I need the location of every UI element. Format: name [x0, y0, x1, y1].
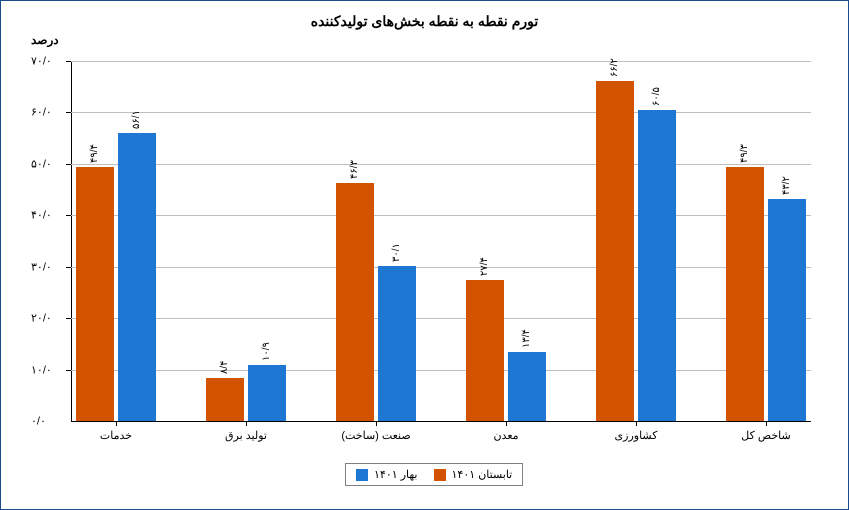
y-tick-label: ۰/۰	[31, 415, 65, 428]
x-tick-label: کشاورزی	[615, 429, 658, 442]
bar	[466, 280, 504, 421]
legend-item: بهار ۱۴۰۱	[356, 468, 418, 481]
y-tick	[66, 370, 71, 371]
bar-value-label: ۴۹/۳	[739, 145, 750, 164]
y-tick	[66, 318, 71, 319]
bar-value-label: ۶۶/۲	[609, 58, 620, 77]
x-tick	[376, 421, 377, 426]
gridline	[71, 61, 811, 62]
bar-value-label: ۵۶/۱	[131, 110, 142, 129]
gridline	[71, 267, 811, 268]
bar	[596, 81, 634, 421]
x-tick-label: صنعت (ساخت)	[341, 429, 410, 442]
y-tick-label: ۶۰/۰	[31, 106, 65, 119]
y-tick-label: ۲۰/۰	[31, 312, 65, 325]
y-tick	[66, 61, 71, 62]
y-axis-label: درصد	[31, 33, 59, 47]
y-tick	[66, 112, 71, 113]
x-tick	[246, 421, 247, 426]
bar	[638, 110, 676, 421]
x-tick	[636, 421, 637, 426]
bar-value-label: ۱۰/۹	[261, 342, 272, 361]
bar-value-label: ۲۷/۴	[479, 257, 490, 276]
bar-value-label: ۴۳/۲	[781, 176, 792, 195]
bar-value-label: ۶۰/۵	[651, 87, 662, 106]
bar	[118, 133, 156, 422]
x-tick	[506, 421, 507, 426]
legend-label: بهار ۱۴۰۱	[374, 468, 418, 481]
gridline	[71, 164, 811, 165]
y-tick-label: ۳۰/۰	[31, 260, 65, 273]
y-tick-label: ۵۰/۰	[31, 157, 65, 170]
y-tick	[66, 267, 71, 268]
x-tick-label: خدمات	[100, 429, 132, 442]
bar	[248, 365, 286, 421]
x-axis	[71, 421, 811, 422]
plot-area: ۰/۰۱۰/۰۲۰/۰۳۰/۰۴۰/۰۵۰/۰۶۰/۰۷۰/۰شاخص کل۴۳…	[71, 61, 811, 421]
bar	[76, 167, 114, 421]
x-tick-label: شاخص کل	[741, 429, 790, 442]
y-tick-label: ۱۰/۰	[31, 363, 65, 376]
bar	[336, 183, 374, 421]
chart-frame: تورم نقطه به نقطه بخش‌های تولیدکننده درص…	[0, 0, 849, 510]
gridline	[71, 112, 811, 113]
bar-value-label: ۱۳/۴	[521, 329, 532, 348]
bar	[206, 378, 244, 421]
x-tick-label: معدن	[493, 429, 518, 442]
chart-title: تورم نقطه به نقطه بخش‌های تولیدکننده	[1, 13, 848, 30]
bar-value-label: ۴۹/۴	[89, 144, 100, 163]
gridline	[71, 370, 811, 371]
bar-value-label: ۳۰/۱	[391, 243, 402, 262]
y-tick	[66, 215, 71, 216]
x-tick	[116, 421, 117, 426]
bar	[508, 352, 546, 421]
legend-swatch	[434, 469, 446, 481]
y-tick	[66, 164, 71, 165]
bar-value-label: ۸/۴	[219, 360, 230, 374]
gridline	[71, 318, 811, 319]
legend-label: تابستان ۱۴۰۱	[452, 468, 513, 481]
gridline	[71, 215, 811, 216]
bar	[378, 266, 416, 421]
legend-item: تابستان ۱۴۰۱	[434, 468, 513, 481]
bar	[726, 167, 764, 421]
x-tick-label: تولید برق	[225, 429, 267, 442]
bar-value-label: ۴۶/۳	[349, 160, 360, 179]
legend: بهار ۱۴۰۱ تابستان ۱۴۰۱	[345, 463, 523, 486]
y-tick-label: ۴۰/۰	[31, 209, 65, 222]
legend-swatch	[356, 469, 368, 481]
y-tick-label: ۷۰/۰	[31, 55, 65, 68]
x-tick	[766, 421, 767, 426]
bar	[768, 199, 806, 421]
y-axis	[71, 61, 72, 421]
